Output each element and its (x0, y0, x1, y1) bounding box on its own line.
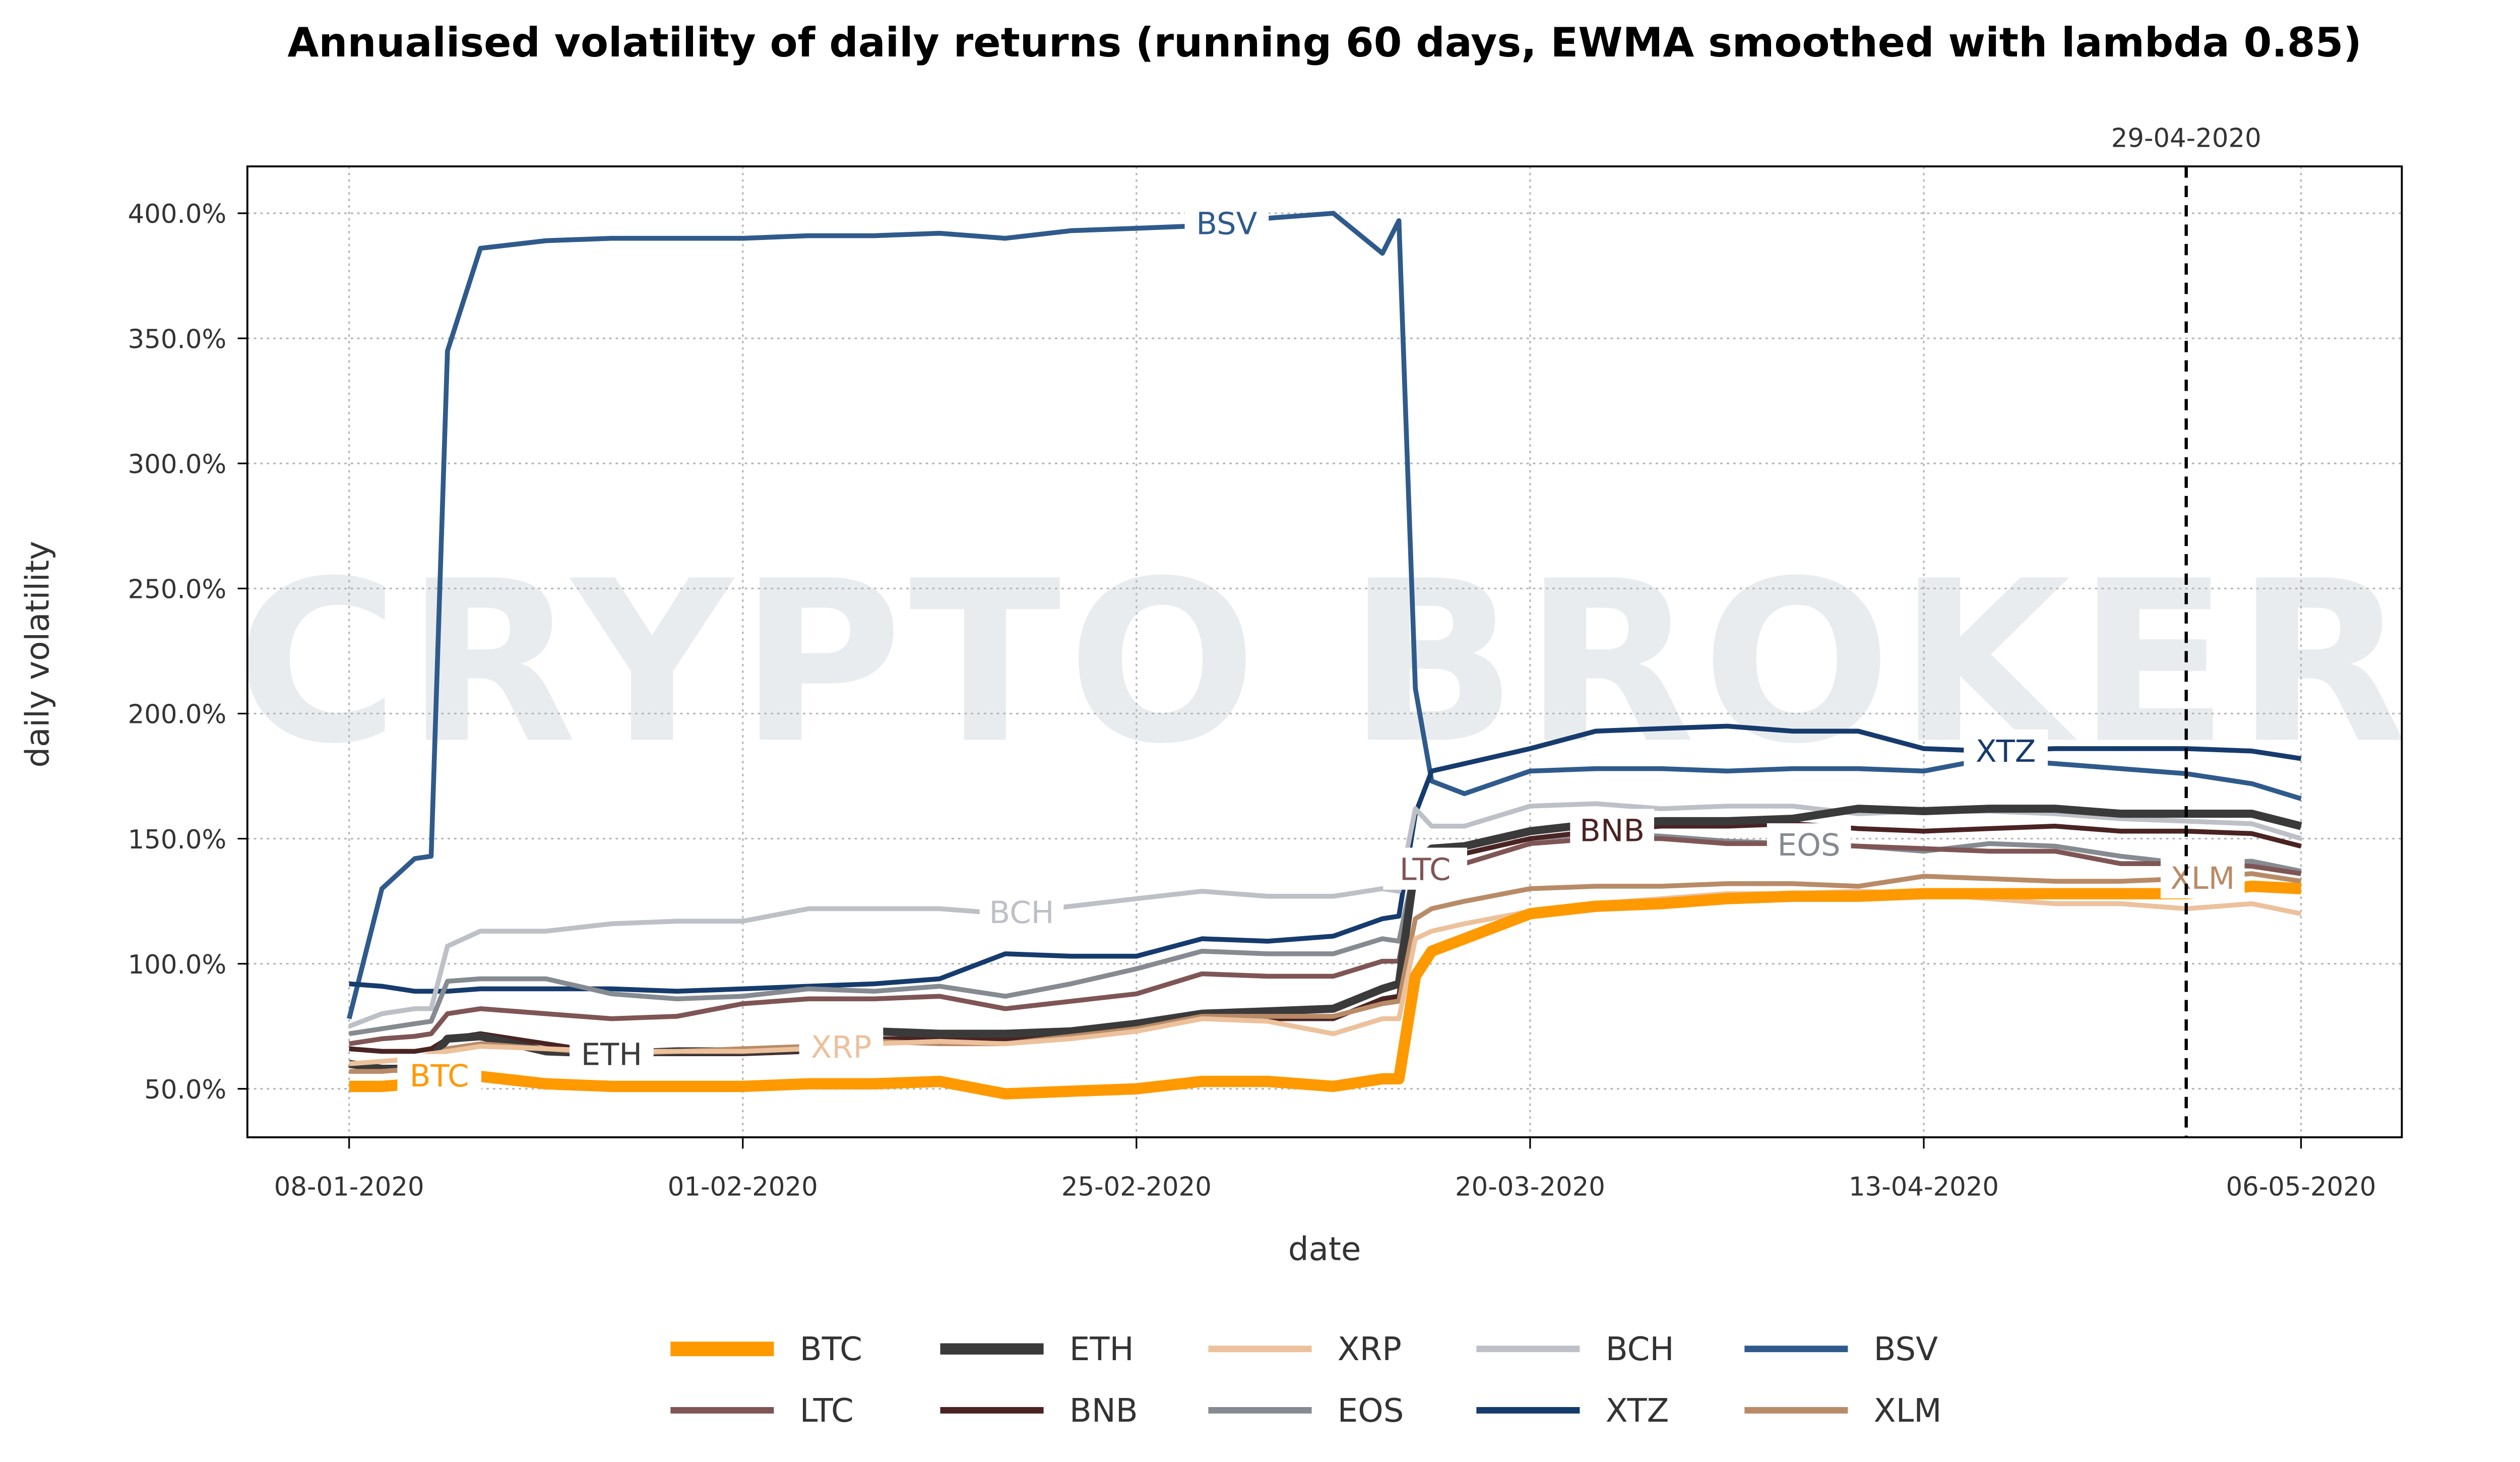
series-line-btc (349, 880, 2302, 1100)
y-tick-label: 100.0% (128, 950, 226, 980)
series-line-bch (348, 801, 2302, 1029)
series-label-xtz: XTZ (1976, 734, 2036, 769)
legend-item-bnb: BNB (940, 1392, 1138, 1430)
legend-label: ETH (1069, 1331, 1134, 1368)
series-line-eth (348, 805, 2302, 1073)
legend-item-bch: BCH (1476, 1331, 1674, 1368)
y-axis-label: daily volatility (20, 541, 57, 768)
series-label-bnb: BNB (1580, 813, 1645, 849)
series-label-xrp: XRP (811, 1029, 872, 1065)
y-axis: 50.0% 100.0% 150.0% 200.0% 250.0% 300.0% 350.0… (128, 199, 247, 1105)
x-axis-label: date (1288, 1231, 1361, 1268)
chart-title: Annualised volatility of daily returns (… (287, 19, 2362, 66)
legend-item-xlm: XLM (1744, 1392, 1942, 1430)
label-background (397, 1054, 482, 1096)
legend-item-xtz: XTZ (1476, 1392, 1669, 1430)
x-tick-label: 25-02-2020 (1061, 1172, 1212, 1202)
y-tick-label: 200.0% (128, 700, 226, 730)
legend-item-xrp: XRP (1208, 1331, 1402, 1368)
legend-label: LTC (800, 1392, 854, 1430)
legend-item-bsv: BSV (1744, 1331, 1938, 1368)
y-tick-label: 400.0% (128, 199, 226, 229)
series-line-bsv (347, 211, 2302, 1019)
legend-item-eth: ETH (940, 1331, 1134, 1368)
y-tick-label: 50.0% (144, 1075, 226, 1105)
x-tick-label: 20-03-2020 (1455, 1172, 1605, 1202)
label-background (570, 1032, 654, 1075)
y-tick-label: 250.0% (128, 575, 226, 605)
plot-frame (246, 165, 2403, 1138)
series-label-ltc: LTC (1400, 852, 1451, 888)
grid (247, 166, 2402, 1137)
x-tick-label: 08-01-2020 (274, 1172, 424, 1202)
legend-label: EOS (1338, 1392, 1404, 1430)
series-label-bch: BCH (989, 895, 1054, 931)
legend-label: XLM (1874, 1392, 1942, 1430)
marker-label: 29-04-2020 (2111, 124, 2261, 154)
x-tick-label: 06-05-2020 (2226, 1172, 2376, 1202)
legend-label: XTZ (1606, 1392, 1669, 1430)
label-background (979, 891, 1064, 933)
y-tick-label: 350.0% (128, 324, 226, 354)
legend-item-btc: BTC (670, 1331, 862, 1368)
label-background (1184, 202, 1269, 244)
x-tick-label: 01-02-2020 (668, 1172, 818, 1202)
legend-label: BCH (1606, 1331, 1674, 1368)
y-tick-label: 300.0% (128, 449, 226, 479)
x-tick-label: 13-04-2020 (1849, 1172, 1999, 1202)
series-label-xlm: XLM (2170, 861, 2235, 896)
legend-item-ltc: LTC (670, 1392, 854, 1430)
series-line-xtz (349, 723, 2302, 994)
series-line-eos (348, 831, 2302, 1037)
x-axis: 08-01-2020 01-02-2020 25-02-2020 20-03-2020… (274, 1137, 2376, 1202)
series-label-eos: EOS (1778, 827, 1841, 863)
legend-label: BNB (1069, 1392, 1138, 1430)
legend-item-eos: EOS (1208, 1392, 1404, 1430)
label-background (1964, 729, 2048, 772)
series-label-eth: ETH (581, 1037, 642, 1073)
y-tick-label: 150.0% (128, 825, 226, 855)
series-lines (347, 211, 2302, 1100)
legend: BTC ETH XRP BCH BSV LTC BNB EOS XTZ XLM (670, 1331, 1942, 1430)
legend-label: BTC (800, 1331, 862, 1368)
label-background (1570, 809, 1654, 851)
label-background (799, 1025, 884, 1068)
watermark: CRYPTO BROKER (235, 534, 2414, 793)
legend-label: BSV (1874, 1331, 1938, 1368)
series-line-ltc (348, 836, 2302, 1047)
series-label-bsv: BSV (1196, 206, 1257, 242)
label-background (2160, 856, 2245, 899)
series-label-btc: BTC (410, 1058, 469, 1094)
legend-label: XRP (1338, 1331, 1402, 1368)
inline-labels: BTC ETH XRP BCH BSV LTC BNB EOS XTZ XLM (397, 202, 2245, 1096)
label-background (1383, 847, 1467, 890)
label-background (1767, 823, 1851, 866)
